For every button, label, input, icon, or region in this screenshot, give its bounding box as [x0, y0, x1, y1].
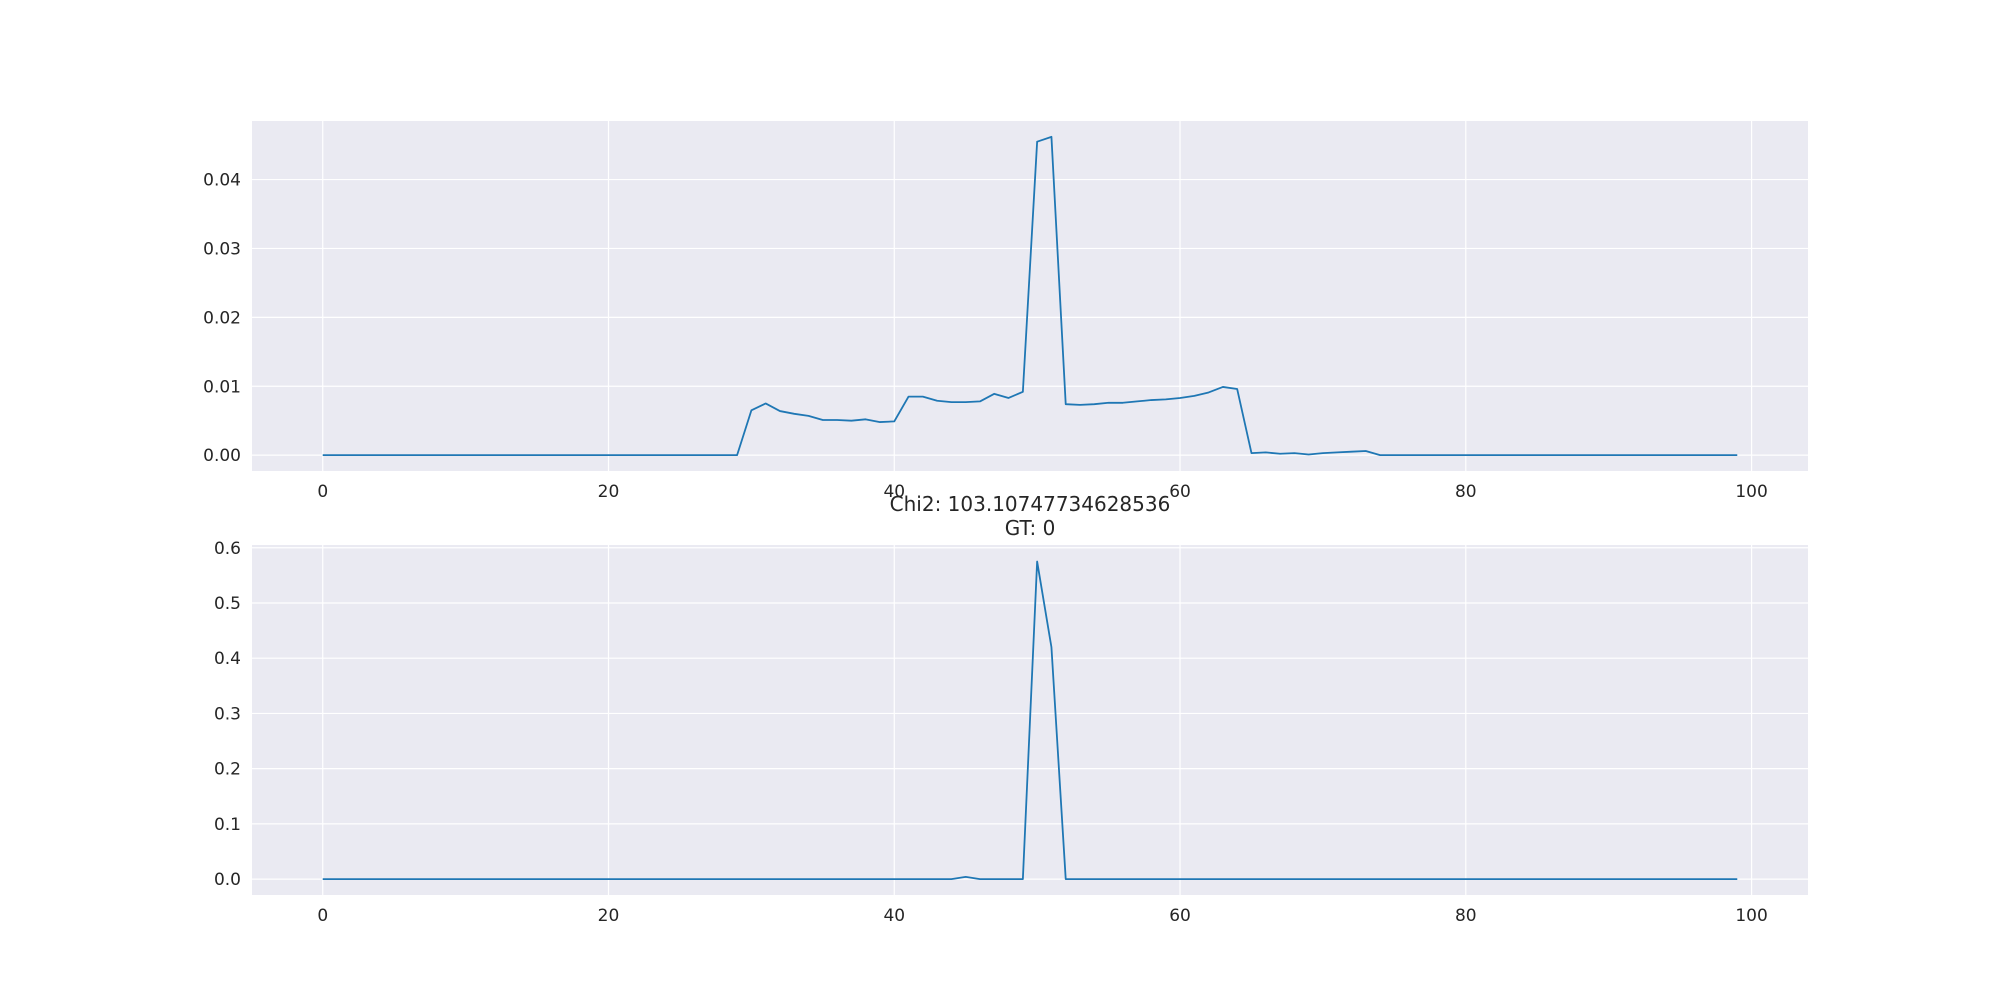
x-tick-label: 60	[1169, 482, 1191, 502]
y-tick-label: 0.00	[203, 446, 241, 466]
x-tick-label: 20	[598, 482, 620, 502]
x-tick-label: 60	[1169, 906, 1191, 926]
y-tick-label: 0.3	[214, 704, 241, 724]
x-tick-label: 40	[883, 482, 905, 502]
x-tick-label: 100	[1735, 482, 1767, 502]
y-tick-label: 0.0	[214, 870, 241, 890]
y-tick-label: 0.6	[214, 539, 241, 559]
x-tick-label: 0	[317, 482, 328, 502]
y-tick-label: 0.01	[203, 377, 241, 397]
x-tick-label: 40	[883, 906, 905, 926]
chart-title-line: GT: 0	[1005, 516, 1056, 540]
y-tick-label: 0.02	[203, 308, 241, 328]
chart-title-line: Chi2: 103.10747734628536	[890, 492, 1171, 516]
y-tick-label: 0.4	[214, 649, 241, 669]
y-tick-label: 0.04	[203, 171, 241, 191]
y-tick-label: 0.5	[214, 594, 241, 614]
y-tick-label: 0.1	[214, 815, 241, 835]
y-tick-label: 0.2	[214, 760, 241, 780]
series-line	[322, 135, 1738, 457]
plot-area	[252, 121, 1808, 471]
y-tick-label: 0.03	[203, 239, 241, 259]
x-tick-label: 0	[317, 906, 328, 926]
top-chart: 0 20 40 60 80 100 0.00 0.01 0.02 0.03 0.04	[203, 121, 1808, 502]
x-tick-label: 20	[598, 906, 620, 926]
x-tick-label: 80	[1455, 482, 1477, 502]
bottom-chart: 0 20 40 60 80 100 0.0 0.1 0.2 0.3 0.4 0.5 0.6 Chi2: 1…	[214, 492, 1808, 926]
series-line	[322, 560, 1738, 880]
x-tick-label: 100	[1735, 906, 1767, 926]
x-tick-label: 80	[1455, 906, 1477, 926]
